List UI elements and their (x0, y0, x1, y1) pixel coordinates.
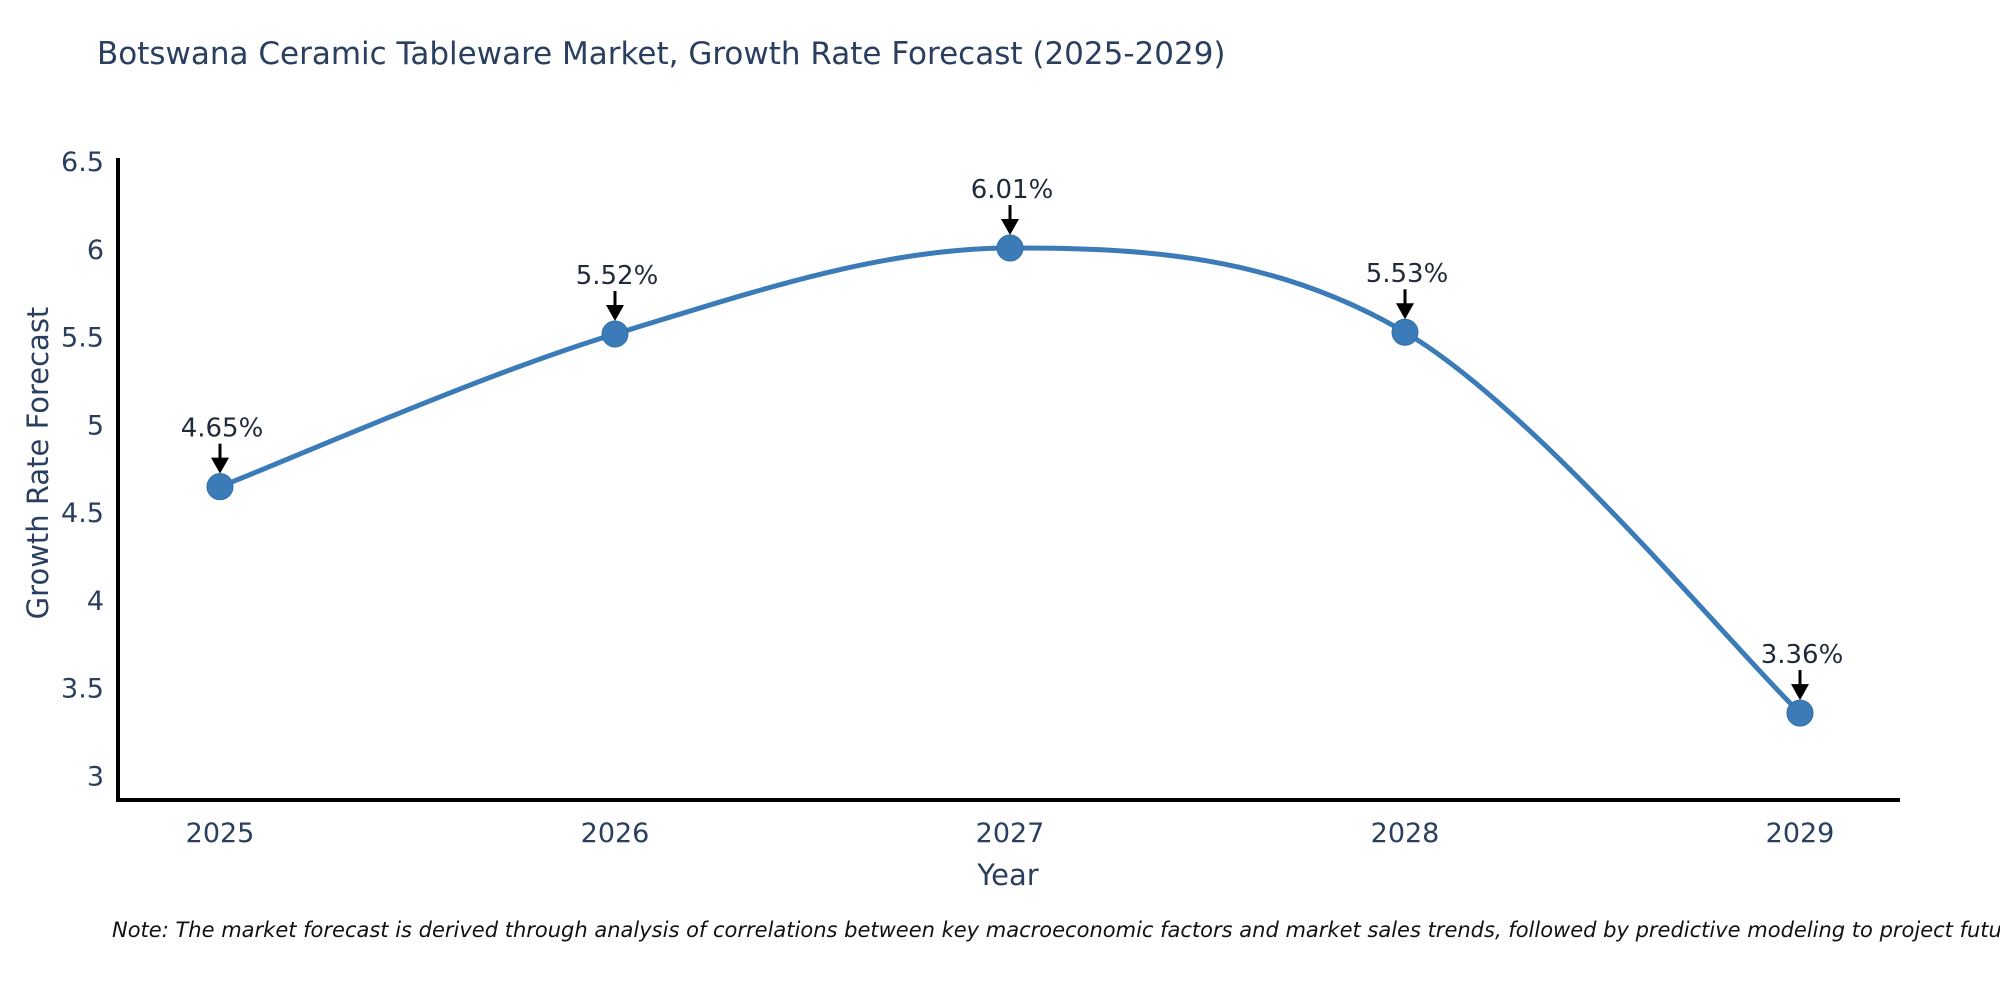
y-axis-title: Growth Rate Forecast (21, 306, 55, 620)
annotation-label: 3.36% (1761, 640, 1844, 670)
footnote: Note: The market forecast is derived thr… (112, 918, 2000, 942)
annotation-label: 5.52% (576, 261, 659, 291)
annotation-arrow-head (211, 457, 229, 474)
x-tick-label: 2028 (1371, 818, 1440, 849)
data-point-marker (601, 320, 629, 348)
y-tick-label: 4 (87, 586, 104, 617)
x-tick-label: 2025 (186, 818, 255, 849)
y-tick-label: 3.5 (61, 674, 104, 705)
annotation-arrow-head (606, 304, 624, 321)
annotation-label: 5.53% (1366, 259, 1449, 289)
x-tick-label: 2027 (976, 818, 1045, 849)
data-point-marker (1391, 318, 1419, 346)
y-tick-label: 6 (87, 235, 104, 266)
y-tick-label: 6.5 (61, 147, 104, 178)
data-point-marker (1786, 699, 1814, 727)
data-point-marker (996, 234, 1024, 262)
annotation-arrow-head (1791, 684, 1809, 701)
y-tick-label: 4.5 (61, 498, 104, 529)
y-tick-label: 5 (87, 410, 104, 441)
annotation-label: 4.65% (181, 414, 264, 444)
y-tick-label: 5.5 (61, 323, 104, 354)
annotation-arrow-head (1001, 218, 1019, 235)
chart-title: Botswana Ceramic Tableware Market, Growt… (97, 36, 1226, 72)
y-tick-label: 3 (87, 761, 104, 792)
x-tick-label: 2026 (581, 818, 650, 849)
line-series-path (217, 245, 1803, 716)
data-point-marker (206, 473, 234, 501)
x-tick-label: 2029 (1766, 818, 1835, 849)
annotation-arrow-head (1396, 303, 1414, 320)
x-axis-title: Year (977, 858, 1039, 892)
annotation-label: 6.01% (971, 175, 1054, 205)
